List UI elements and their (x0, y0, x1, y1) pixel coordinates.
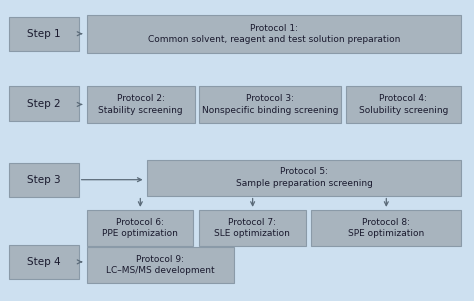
FancyBboxPatch shape (311, 210, 461, 246)
Text: Protocol 6:
PPE optimization: Protocol 6: PPE optimization (102, 218, 178, 238)
FancyBboxPatch shape (9, 86, 79, 121)
FancyBboxPatch shape (9, 17, 79, 51)
Text: Protocol 9:
LC–MS/MS development: Protocol 9: LC–MS/MS development (106, 255, 215, 275)
Text: Step 1: Step 1 (27, 29, 60, 39)
FancyBboxPatch shape (346, 86, 461, 123)
FancyBboxPatch shape (87, 247, 234, 283)
FancyBboxPatch shape (147, 160, 461, 196)
Text: Protocol 3:
Nonspecific binding screening: Protocol 3: Nonspecific binding screenin… (202, 95, 338, 115)
Text: Protocol 4:
Solubility screening: Protocol 4: Solubility screening (359, 95, 448, 115)
Text: Step 3: Step 3 (27, 175, 60, 185)
Text: Protocol 1:
Common solvent, reagent and test solution preparation: Protocol 1: Common solvent, reagent and … (148, 24, 400, 44)
FancyBboxPatch shape (9, 245, 79, 279)
Text: Step 4: Step 4 (27, 257, 60, 267)
FancyBboxPatch shape (199, 210, 306, 246)
Text: Protocol 7:
SLE optimization: Protocol 7: SLE optimization (214, 218, 291, 238)
Text: Step 2: Step 2 (27, 99, 60, 109)
Text: Protocol 2:
Stability screening: Protocol 2: Stability screening (99, 95, 183, 115)
Text: Protocol 8:
SPE optimization: Protocol 8: SPE optimization (348, 218, 424, 238)
Text: Protocol 5:
Sample preparation screening: Protocol 5: Sample preparation screening (236, 167, 373, 188)
FancyBboxPatch shape (87, 210, 193, 246)
FancyBboxPatch shape (199, 86, 341, 123)
FancyBboxPatch shape (87, 15, 461, 53)
FancyBboxPatch shape (87, 86, 195, 123)
FancyBboxPatch shape (9, 163, 79, 197)
